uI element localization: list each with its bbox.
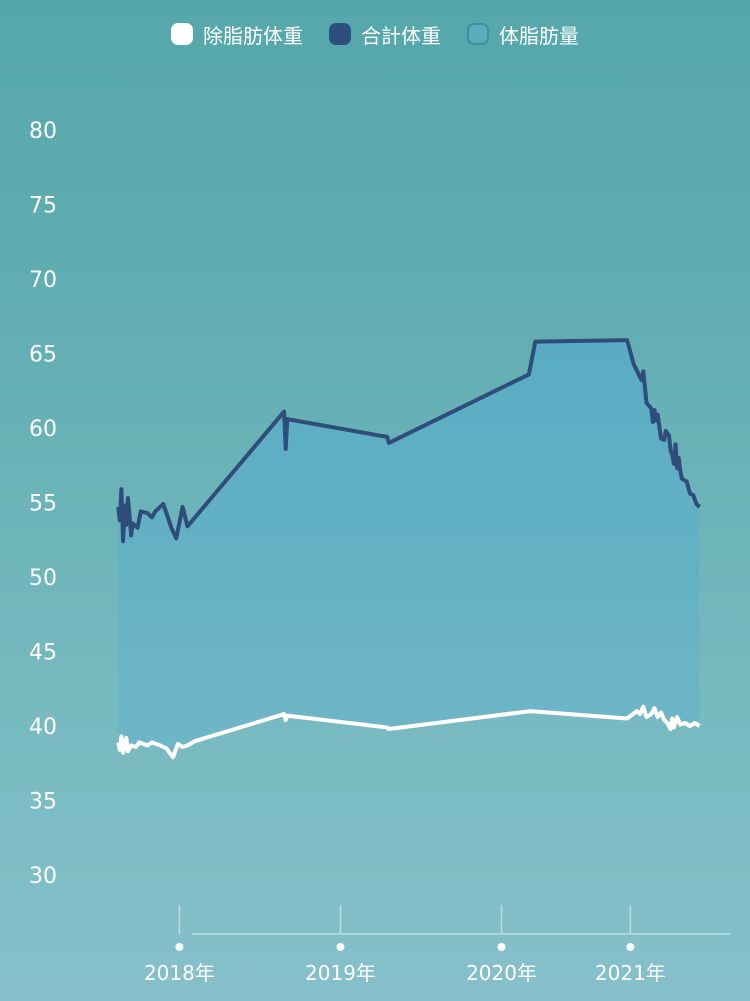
y-tick-label-45: 45	[29, 641, 57, 666]
y-tick-label-80: 80	[29, 119, 57, 144]
x-tick-dot-0	[175, 943, 184, 951]
total-weight-line	[116, 338, 701, 544]
legend-item-total-weight[interactable]: 合計体重	[329, 20, 441, 49]
x-tick-dot-3	[626, 943, 635, 951]
y-axis: 80 75 70 65 60 55 50 45 40 35 30	[29, 119, 57, 889]
legend-label-lean-mass: 除脂肪体重	[203, 23, 303, 48]
legend-swatch-total-weight	[329, 23, 351, 45]
y-tick-label-50: 50	[29, 566, 57, 591]
x-axis: 2018年 2019年 2020年 2021年	[144, 905, 730, 985]
legend-label-fat-mass: 体脂肪量	[499, 23, 579, 48]
legend-swatch-fat-mass	[467, 23, 489, 45]
plot-area	[116, 338, 701, 760]
y-tick-label-55: 55	[29, 492, 57, 517]
x-tick-label-3: 2021年	[595, 961, 666, 985]
legend-item-lean-mass[interactable]: 除脂肪体重	[171, 20, 303, 49]
y-tick-label-35: 35	[29, 790, 57, 815]
y-tick-label-40: 40	[29, 715, 57, 740]
y-tick-label-75: 75	[29, 194, 57, 219]
y-tick-label-30: 30	[29, 864, 57, 889]
x-tick-dot-1	[336, 943, 345, 951]
chart-legend: 除脂肪体重 合計体重 体脂肪量	[0, 18, 750, 50]
legend-swatch-lean-mass	[171, 23, 193, 45]
x-tick-label-0: 2018年	[144, 961, 215, 985]
x-tick-label-2: 2020年	[466, 961, 537, 985]
y-tick-label-70: 70	[29, 268, 57, 293]
y-tick-label-60: 60	[29, 417, 57, 442]
legend-item-fat-mass[interactable]: 体脂肪量	[467, 20, 579, 49]
lean-mass-line	[116, 704, 701, 760]
fat-mass-area	[118, 340, 700, 758]
legend-label-total-weight: 合計体重	[361, 23, 441, 48]
x-tick-dot-2	[497, 943, 506, 951]
x-tick-label-1: 2019年	[305, 961, 376, 985]
y-tick-label-65: 65	[29, 343, 57, 368]
